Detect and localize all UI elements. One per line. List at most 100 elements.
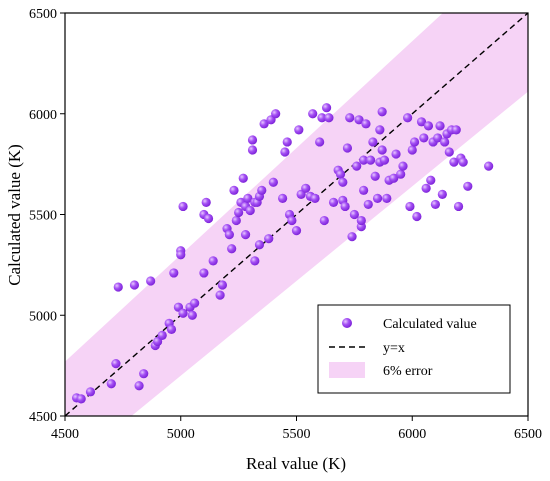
data-point: [345, 113, 355, 123]
data-point: [349, 209, 359, 220]
data-point: [250, 256, 260, 266]
data-point: [416, 117, 427, 127]
legend-label-reference-line: y=x: [383, 341, 405, 356]
data-point: [484, 161, 494, 171]
data-point: [203, 213, 214, 224]
x-tick-label: 4500: [51, 427, 79, 442]
data-point: [421, 183, 431, 193]
data-point: [199, 268, 209, 278]
data-point: [398, 161, 408, 171]
y-tick-label: 4500: [29, 410, 57, 425]
data-point: [372, 193, 383, 203]
data-point: [435, 121, 445, 131]
data-point: [359, 155, 369, 165]
data-point: [227, 244, 237, 254]
data-point: [405, 201, 415, 212]
data-point: [407, 145, 417, 155]
data-point: [247, 145, 258, 155]
x-tick-label: 6500: [514, 427, 542, 442]
data-point: [437, 189, 447, 199]
data-point: [328, 197, 339, 208]
data-point: [190, 298, 200, 308]
x-tick-label: 5500: [283, 427, 311, 442]
data-point: [301, 183, 311, 193]
data-point: [176, 250, 186, 260]
data-point: [363, 199, 373, 210]
data-point: [440, 137, 450, 147]
data-point: [106, 379, 116, 389]
data-point: [238, 173, 248, 183]
data-point: [335, 169, 346, 179]
data-point: [146, 276, 156, 286]
legend-marker-error-band: [329, 362, 365, 378]
data-point: [268, 177, 278, 187]
data-point: [379, 155, 390, 165]
y-tick-label: 6000: [29, 108, 57, 123]
y-tick-label: 5500: [29, 209, 57, 224]
data-point: [451, 125, 461, 135]
y-axis-title: Calculated value (K): [5, 144, 24, 286]
data-point: [453, 201, 464, 212]
data-point: [134, 381, 144, 391]
y-tick-label: 6500: [29, 7, 57, 22]
data-point: [308, 109, 318, 119]
legend-marker-points: [342, 318, 352, 328]
data-point: [403, 113, 413, 123]
data-point: [423, 121, 434, 131]
data-point: [382, 193, 392, 203]
data-points: [71, 103, 494, 404]
data-point: [111, 359, 121, 369]
data-point: [294, 125, 304, 135]
data-point: [444, 147, 454, 157]
data-point: [113, 282, 123, 292]
legend-label-error-band: 6% error: [383, 364, 433, 379]
data-point: [342, 143, 353, 153]
y-axis-ticks: 4500 5000 5500 6000 6500: [29, 7, 65, 425]
legend-label-points: Calculated value: [383, 317, 477, 332]
data-point: [201, 197, 211, 208]
data-point: [215, 290, 225, 300]
data-point: [76, 394, 86, 404]
data-point: [391, 149, 401, 159]
data-point: [187, 310, 197, 320]
data-point: [310, 193, 320, 203]
data-point: [129, 280, 140, 290]
data-point: [157, 330, 167, 340]
data-point: [166, 324, 177, 334]
data-point: [412, 211, 422, 222]
data-point: [280, 147, 290, 157]
data-point: [449, 157, 459, 167]
plot-area: [65, 13, 528, 416]
data-point: [458, 157, 468, 167]
data-point: [178, 308, 188, 318]
data-point: [368, 137, 378, 147]
data-point: [319, 215, 329, 226]
data-point: [359, 185, 369, 195]
data-point: [240, 230, 251, 240]
x-tick-label: 6000: [398, 427, 426, 442]
data-point: [229, 185, 239, 195]
data-point: [317, 113, 327, 123]
data-point: [377, 107, 387, 117]
data-point: [347, 232, 357, 242]
data-point: [259, 119, 269, 129]
data-point: [370, 171, 380, 181]
data-point: [324, 113, 334, 123]
data-point: [430, 199, 440, 210]
data-point: [356, 215, 366, 226]
data-point: [178, 201, 188, 212]
data-point: [433, 133, 443, 143]
data-point: [231, 215, 241, 226]
data-point: [169, 268, 179, 278]
data-point: [234, 207, 244, 218]
data-point: [282, 137, 292, 147]
data-point: [361, 119, 371, 129]
data-point: [271, 109, 281, 119]
data-point: [354, 115, 364, 125]
x-axis-ticks: 4500 5000 5500 6000 6500: [51, 416, 542, 442]
data-point: [291, 226, 302, 236]
data-point: [352, 161, 362, 171]
legend: Calculated value y=x 6% error: [317, 304, 511, 394]
